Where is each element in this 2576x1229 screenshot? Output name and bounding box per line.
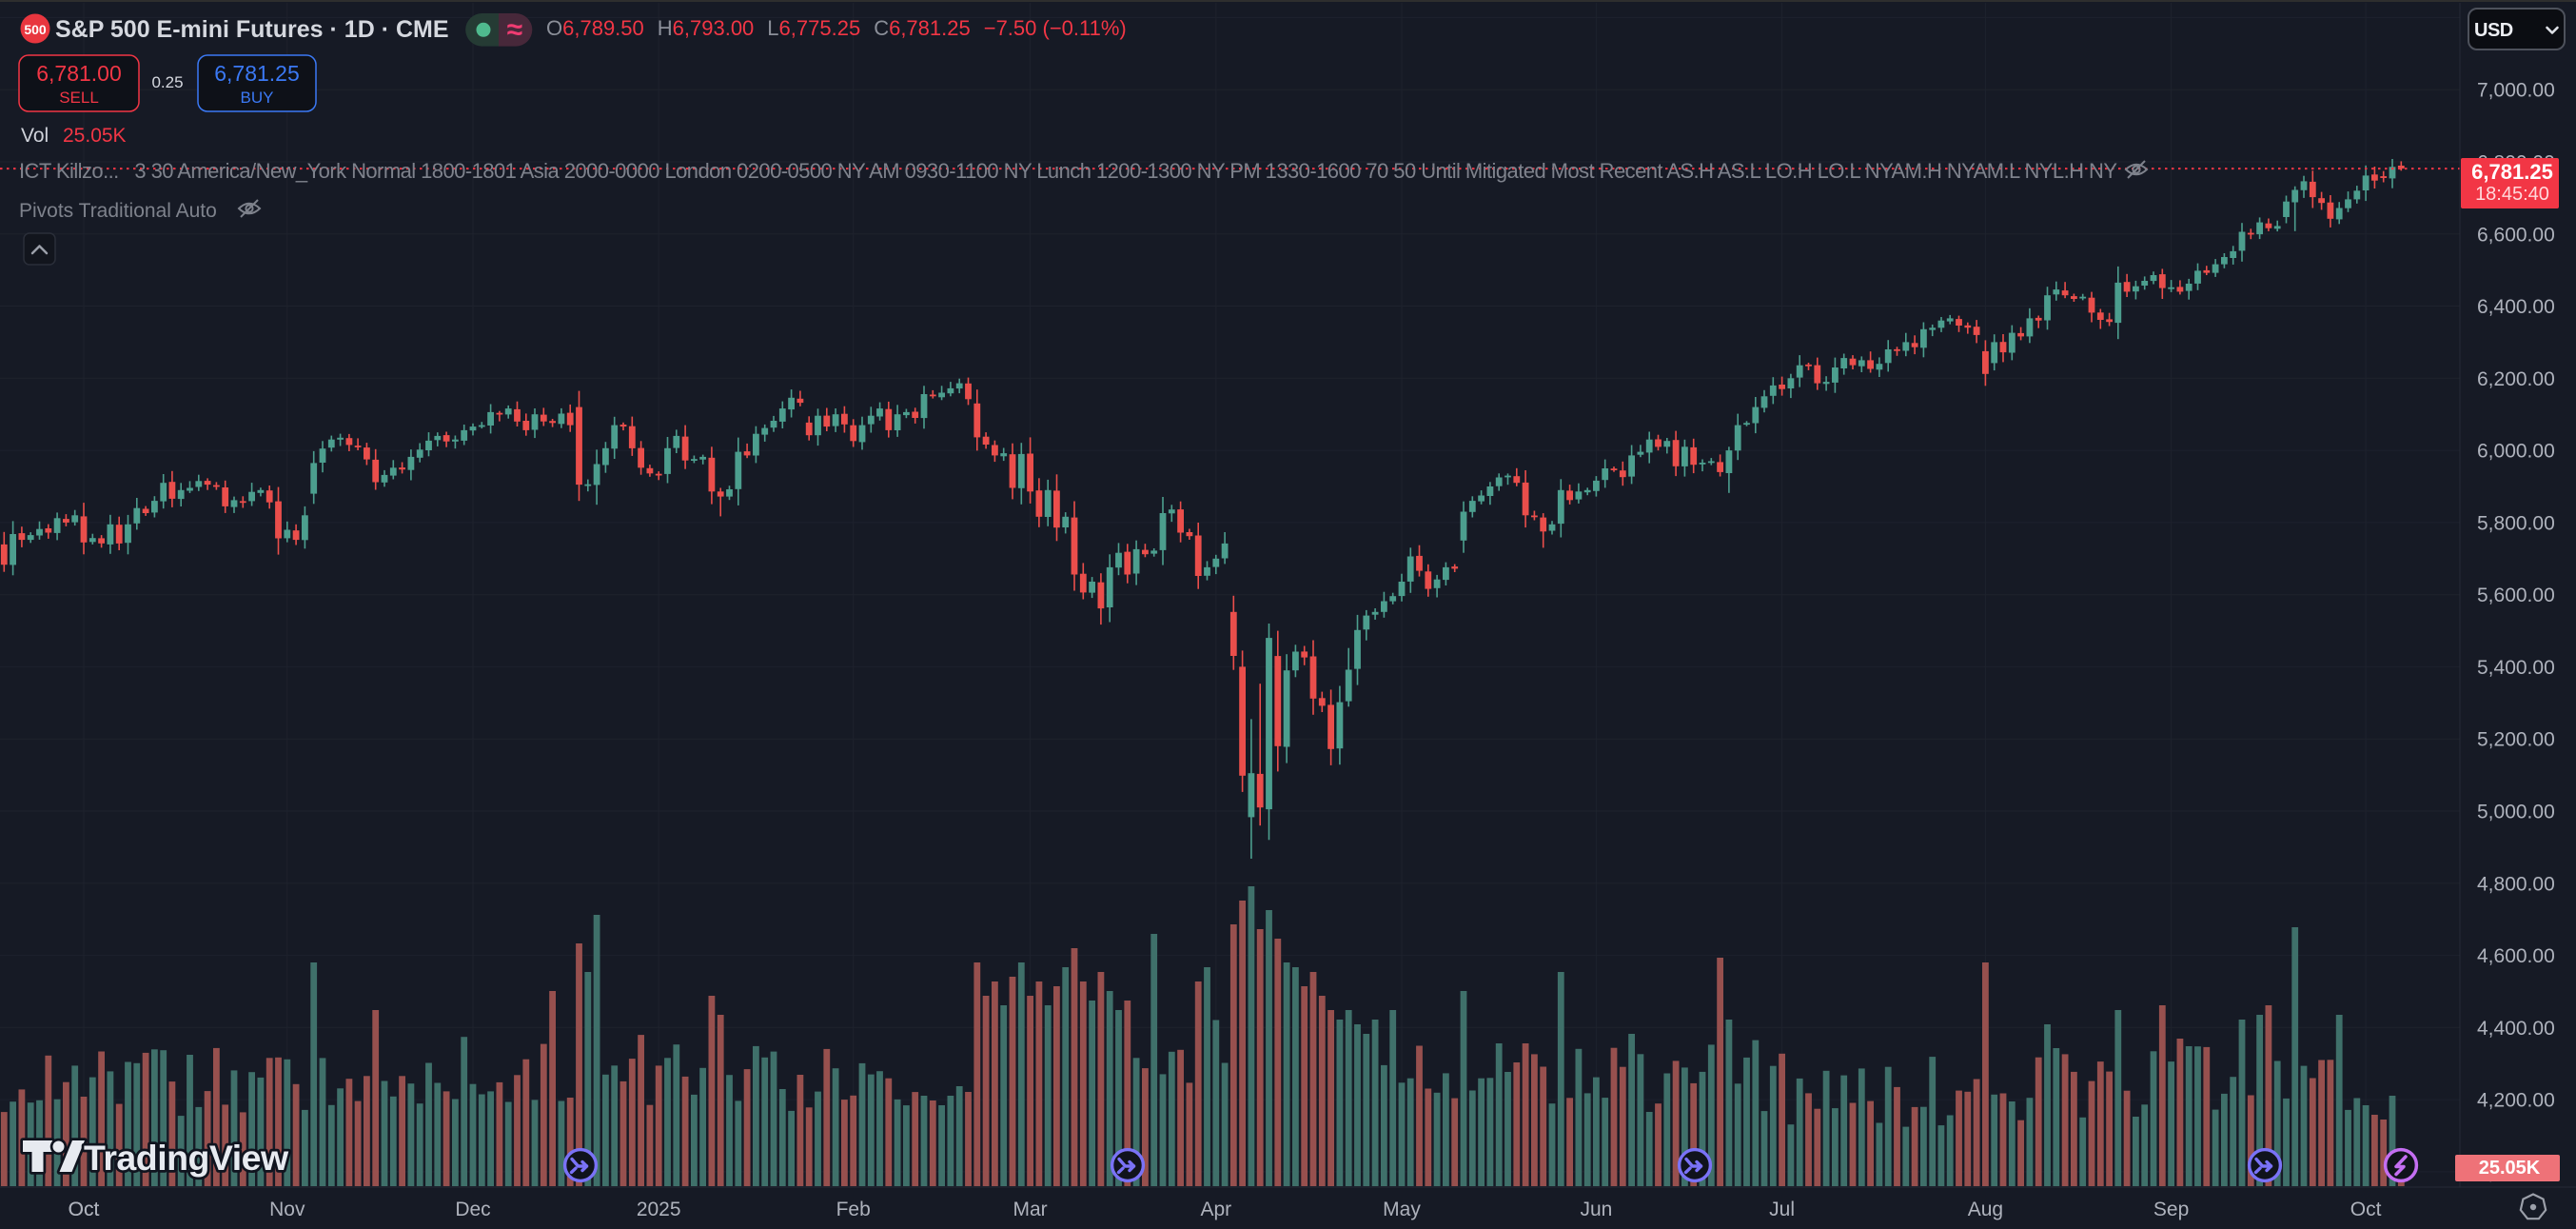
svg-text:500: 500 bbox=[24, 22, 47, 37]
svg-text:Sep: Sep bbox=[2153, 1199, 2189, 1220]
svg-text:5,800.00: 5,800.00 bbox=[2477, 512, 2555, 534]
svg-text:≈: ≈ bbox=[507, 14, 522, 46]
svg-text:Nov: Nov bbox=[269, 1199, 305, 1220]
svg-text:Apr: Apr bbox=[1200, 1199, 1231, 1220]
svg-text:S&P 500 E-mini Futures · 1D ·: S&P 500 E-mini Futures · 1D · CME bbox=[55, 16, 449, 43]
svg-text:7,000.00: 7,000.00 bbox=[2477, 80, 2555, 102]
svg-text:Jul: Jul bbox=[1769, 1199, 1795, 1220]
svg-text:5,000.00: 5,000.00 bbox=[2477, 802, 2555, 823]
svg-text:TradingView: TradingView bbox=[84, 1138, 289, 1178]
svg-text:6,600.00: 6,600.00 bbox=[2477, 224, 2555, 246]
svg-text:5,600.00: 5,600.00 bbox=[2477, 585, 2555, 606]
svg-text:Oct: Oct bbox=[69, 1199, 100, 1220]
svg-text:Pivots Traditional Auto: Pivots Traditional Auto bbox=[19, 200, 217, 222]
svg-text:Oct: Oct bbox=[69, 1199, 100, 1220]
svg-text:6,000.00: 6,000.00 bbox=[2477, 441, 2555, 463]
svg-text:6,781.25: 6,781.25 bbox=[214, 61, 300, 86]
svg-text:25.05K: 25.05K bbox=[2479, 1158, 2541, 1179]
svg-text:2025: 2025 bbox=[637, 1199, 681, 1220]
svg-text:Jun: Jun bbox=[1580, 1199, 1612, 1220]
svg-text:Mar: Mar bbox=[1013, 1199, 1048, 1220]
svg-text:Vol: Vol bbox=[21, 125, 49, 147]
svg-text:5,400.00: 5,400.00 bbox=[2477, 657, 2555, 679]
svg-text:6,200.00: 6,200.00 bbox=[2477, 368, 2555, 390]
svg-text:Aug: Aug bbox=[1968, 1199, 2003, 1220]
svg-text:0.25: 0.25 bbox=[151, 73, 183, 91]
svg-text:USD: USD bbox=[2474, 20, 2513, 41]
svg-text:6,781.25: 6,781.25 bbox=[2471, 160, 2553, 184]
svg-text:May: May bbox=[1383, 1199, 1421, 1220]
svg-text:6,781.00: 6,781.00 bbox=[36, 61, 122, 86]
svg-text:4,400.00: 4,400.00 bbox=[2477, 1018, 2555, 1040]
svg-text:Feb: Feb bbox=[836, 1199, 871, 1220]
svg-text:SELL: SELL bbox=[59, 89, 99, 107]
svg-text:Dec: Dec bbox=[455, 1199, 490, 1220]
svg-text:4,800.00: 4,800.00 bbox=[2477, 873, 2555, 895]
svg-text:4,600.00: 4,600.00 bbox=[2477, 945, 2555, 967]
svg-text:18:45:40: 18:45:40 bbox=[2475, 184, 2549, 205]
svg-text:5,200.00: 5,200.00 bbox=[2477, 729, 2555, 751]
svg-text:Oct: Oct bbox=[2350, 1199, 2382, 1220]
svg-text:4,200.00: 4,200.00 bbox=[2477, 1090, 2555, 1112]
svg-text:ICT Killzo... 3 30 America/N: ICT Killzo... 3 30 America/New_York Norm… bbox=[19, 159, 2117, 183]
svg-text:25.05K: 25.05K bbox=[63, 125, 127, 147]
svg-text:BUY: BUY bbox=[241, 89, 274, 107]
svg-text:6,400.00: 6,400.00 bbox=[2477, 296, 2555, 318]
